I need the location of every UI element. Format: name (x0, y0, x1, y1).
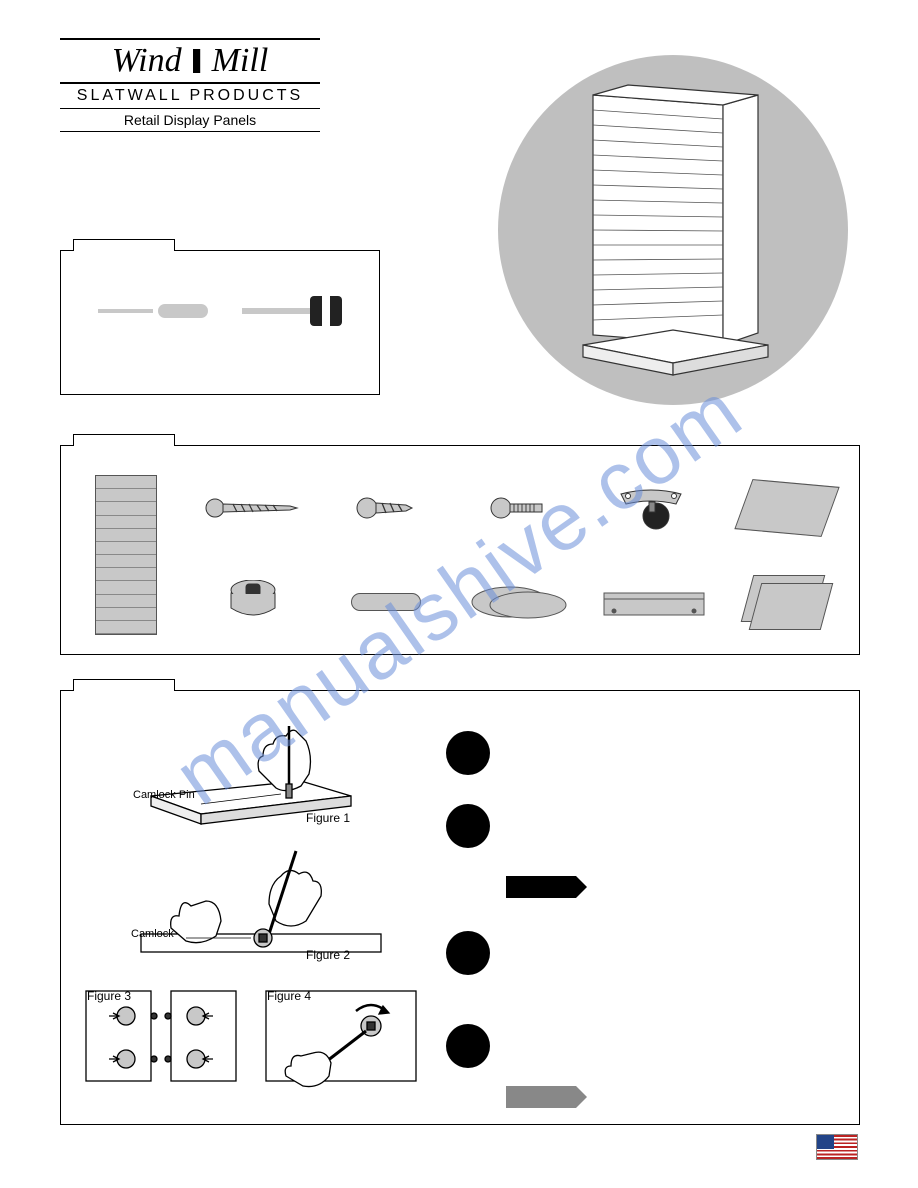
brand-right: Mill (212, 42, 269, 80)
figure-4: Figure 4 (261, 981, 421, 1101)
usa-flag-icon (816, 1134, 858, 1160)
figure-3: Figure 3 (81, 981, 241, 1101)
part-dowel (351, 593, 421, 611)
part-caster (616, 486, 691, 531)
figure-2: Camlock Figure 2 (131, 846, 401, 966)
step-2-marker (446, 804, 490, 848)
mallet-icon (242, 291, 342, 331)
fig4-label: Figure 4 (267, 989, 311, 1003)
part-wood-screw (205, 497, 300, 519)
brand-left: Wind (112, 42, 182, 80)
brand-line: Wind Mill (60, 38, 320, 84)
brand-sub1: SLATWALL PRODUCTS (60, 84, 320, 109)
instruction-figures: Camlock Pin Figure 1 Camlock (81, 716, 421, 1109)
step-4-marker (446, 1024, 490, 1068)
fig2-callout: Camlock (131, 928, 174, 940)
part-camlock (228, 580, 278, 625)
slatwall-tower-illustration (543, 75, 803, 385)
note-tag-2 (506, 1086, 576, 1108)
tools-required-box (60, 250, 380, 395)
parts-tab (73, 434, 175, 446)
logo-block: Wind Mill SLATWALL PRODUCTS Retail Displ… (60, 38, 320, 132)
part-short-screw (356, 496, 416, 521)
fig1-callout: Camlock Pin (133, 789, 195, 801)
part-machine-screw (490, 496, 550, 521)
screwdriver-icon (98, 304, 208, 318)
part-base-plate (742, 483, 832, 533)
step-1-marker (446, 731, 490, 775)
note-tag-1 (506, 876, 576, 898)
assembly-instructions-box: Camlock Pin Figure 1 Camlock (60, 690, 860, 1125)
step-3-marker (446, 931, 490, 975)
parts-included-box (60, 445, 860, 655)
tools-tab (73, 239, 175, 251)
product-hero-circle (498, 55, 848, 405)
part-bracket (599, 585, 709, 620)
fig2-label: Figure 2 (306, 948, 350, 962)
instruction-steps (446, 716, 839, 1109)
part-panels (747, 575, 827, 630)
brand-sub2: Retail Display Panels (60, 109, 320, 132)
part-lazy-susan-disc (470, 585, 570, 620)
windmill-icon (188, 49, 206, 73)
fig3-label: Figure 3 (87, 989, 131, 1003)
figure-1: Camlock Pin Figure 1 (141, 726, 401, 836)
instructions-tab (73, 679, 175, 691)
part-slat-panel (95, 475, 157, 635)
fig1-label: Figure 1 (306, 811, 350, 825)
